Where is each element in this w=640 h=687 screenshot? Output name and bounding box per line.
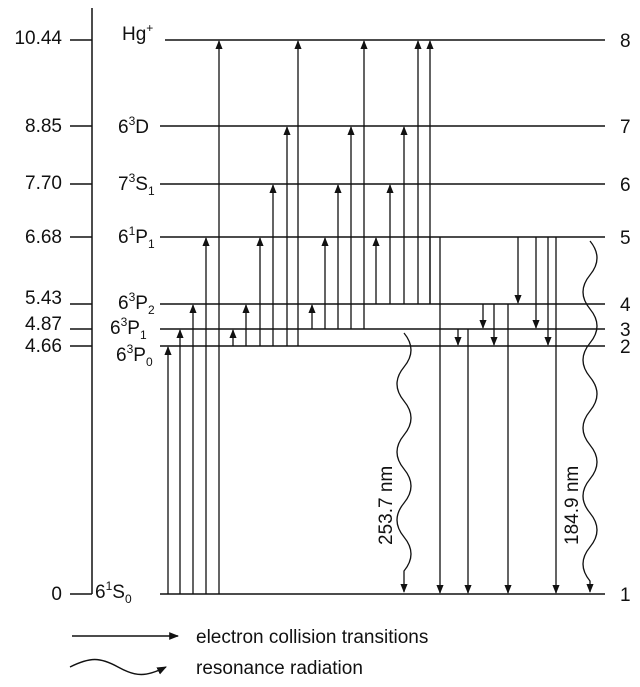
- term-label-1: 61S0: [95, 579, 132, 606]
- resonance-wave-253: [396, 332, 412, 593]
- term-label-6: 73S1: [118, 171, 155, 198]
- term-label-8: Hg+: [122, 21, 153, 45]
- level-index-7: 7: [620, 117, 631, 138]
- level-index-4: 4: [620, 295, 631, 316]
- energy-label-8: 10.44: [14, 28, 62, 49]
- transition-arrows: [164, 40, 560, 594]
- term-label-3: 63P1: [110, 315, 147, 342]
- level-index-6: 6: [620, 175, 631, 196]
- term-label-2: 63P0: [116, 342, 153, 369]
- wavelength-label-253: 253.7 nm: [376, 466, 397, 545]
- term-label-7: 63D: [118, 114, 149, 138]
- energy-label-2: 4.66: [25, 336, 62, 357]
- resonance-waves: [396, 240, 598, 593]
- energy-label-3: 4.87: [25, 314, 62, 335]
- level-index-labels: 8 7 6 5 4 32 1: [620, 31, 631, 606]
- legend-wave: [69, 658, 167, 676]
- legend-collision-label: electron collision transitions: [196, 627, 428, 648]
- level-index-8: 8: [620, 31, 631, 52]
- resonance-wave-184: [582, 240, 598, 593]
- energy-label-7: 8.85: [25, 116, 62, 137]
- wavelength-label-184: 184.9 nm: [562, 466, 583, 545]
- term-label-5: 61P1: [118, 224, 155, 251]
- legend: electron collision transitions resonance…: [69, 627, 428, 679]
- energy-label-5: 6.68: [25, 227, 62, 248]
- axis-ticks: [70, 39, 92, 595]
- energy-label-1: 0: [51, 584, 62, 605]
- legend-resonance-label: resonance radiation: [196, 658, 363, 679]
- energy-label-6: 7.70: [25, 173, 62, 194]
- level-index-2: 2: [620, 337, 631, 358]
- energy-label-4: 5.43: [25, 288, 62, 309]
- level-index-1: 1: [620, 585, 631, 606]
- term-label-4: 63P2: [118, 290, 155, 317]
- level-index-5: 5: [620, 228, 631, 249]
- energy-labels: 10.44 8.85 7.70 6.68 5.43 4.874.66 0: [14, 28, 62, 605]
- level-lines: [160, 39, 605, 595]
- level-index-3: 3: [620, 320, 631, 341]
